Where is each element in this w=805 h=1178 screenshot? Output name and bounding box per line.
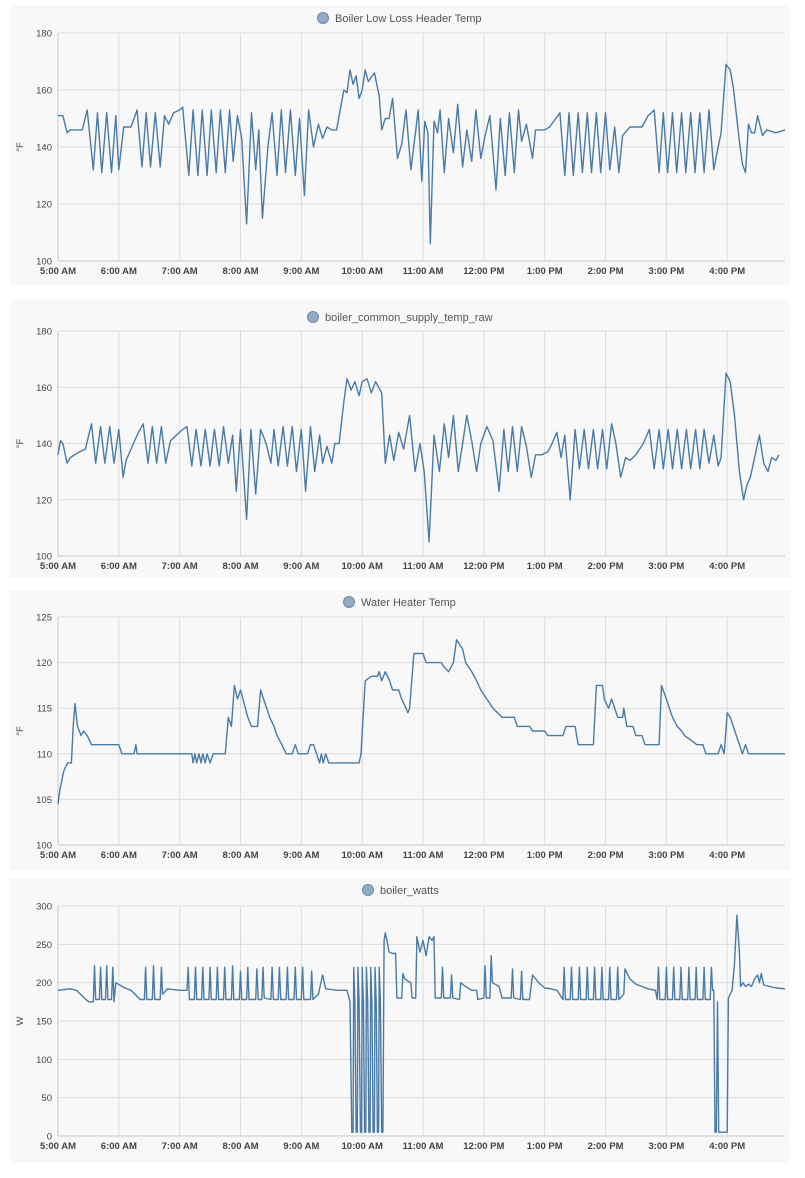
- y-axis-label: °F: [15, 142, 26, 152]
- y-tick-label: 250: [36, 940, 52, 951]
- x-tick-label: 12:00 PM: [463, 266, 504, 277]
- chart-panel-header-temp: Boiler Low Loss Header Temp 100 120 140 160…: [10, 5, 790, 285]
- series-line[interactable]: [57, 372, 780, 543]
- series-line[interactable]: [58, 63, 786, 245]
- x-tick-label: 9:00 AM: [283, 266, 319, 277]
- x-tick-label: 7:00 AM: [162, 850, 198, 861]
- chart-grid: [57, 616, 785, 846]
- chart-svg: boiler_common_supply_temp_raw 100 120 140 1…: [15, 311, 785, 572]
- chart-svg: Boiler Low Loss Header Temp 100 120 140 160…: [15, 12, 786, 277]
- x-tick-label: 6:00 AM: [101, 850, 137, 861]
- x-tick-label: 12:00 PM: [463, 850, 504, 861]
- x-tick-label: 11:00 AM: [403, 266, 444, 277]
- x-tick-label: 3:00 PM: [648, 266, 684, 277]
- x-tick-label: 8:00 AM: [222, 850, 258, 861]
- y-tick-label: 100: [36, 552, 52, 563]
- y-tick-label: 50: [41, 1093, 52, 1104]
- x-tick-label: 9:00 AM: [283, 850, 319, 861]
- legend-marker[interactable]: [317, 12, 329, 24]
- y-tick-label: 125: [36, 613, 52, 624]
- x-tick-label: 3:00 PM: [648, 561, 684, 572]
- legend-label[interactable]: boiler_watts: [380, 885, 439, 897]
- x-tick-label: 12:00 PM: [463, 561, 504, 572]
- chart-svg: Water Heater Temp 100 105 110 115 120 125 5:00…: [15, 596, 785, 861]
- x-tick-label: 10:00 AM: [342, 561, 383, 572]
- x-tick-label: 5:00 AM: [40, 561, 76, 572]
- x-tick-label: 1:00 PM: [527, 266, 563, 277]
- x-tick-label: 7:00 AM: [162, 1141, 198, 1152]
- chart-panel-common-supply: boiler_common_supply_temp_raw 100 120 140 1…: [10, 300, 790, 578]
- legend-marker[interactable]: [343, 596, 355, 608]
- y-tick-label: 100: [36, 1055, 52, 1066]
- x-tick-label: 9:00 AM: [283, 1141, 319, 1152]
- chart-grid: [57, 905, 785, 1137]
- x-tick-label: 8:00 AM: [222, 561, 258, 572]
- x-tick-label: 9:00 AM: [283, 561, 319, 572]
- chart-panel-boiler-watts: boiler_watts 0 50 100 150 200 250 300 5:00 AM 6:…: [10, 878, 790, 1163]
- y-tick-label: 140: [36, 439, 52, 450]
- y-tick-label: 200: [36, 978, 52, 989]
- x-tick-label: 5:00 AM: [40, 1141, 76, 1152]
- x-tick-label: 3:00 PM: [648, 1141, 684, 1152]
- legend-marker[interactable]: [362, 884, 374, 896]
- x-tick-label: 4:00 PM: [709, 850, 745, 861]
- y-tick-label: 100: [36, 841, 52, 852]
- x-tick-label: 6:00 AM: [101, 1141, 137, 1152]
- y-tick-label: 110: [37, 749, 52, 760]
- x-tick-label: 8:00 AM: [222, 1141, 258, 1152]
- x-tick-label: 1:00 PM: [527, 561, 563, 572]
- x-tick-label: 1:00 PM: [527, 1141, 563, 1152]
- y-tick-label: 300: [36, 902, 52, 913]
- x-tick-label: 8:00 AM: [222, 266, 258, 277]
- legend-label[interactable]: Boiler Low Loss Header Temp: [335, 13, 482, 25]
- y-tick-label: 140: [36, 143, 52, 154]
- y-axis-label: °F: [15, 439, 26, 449]
- y-tick-label: 180: [36, 327, 52, 338]
- y-tick-label: 120: [36, 495, 52, 506]
- chart-grid: [57, 32, 785, 262]
- x-tick-label: 1:00 PM: [527, 850, 563, 861]
- legend-label[interactable]: Water Heater Temp: [361, 597, 456, 609]
- y-tick-label: 100: [36, 257, 52, 268]
- x-tick-label: 2:00 PM: [588, 850, 624, 861]
- x-tick-label: 10:00 AM: [342, 266, 383, 277]
- chart-grid: [57, 330, 785, 557]
- x-tick-label: 11:00 AM: [403, 850, 444, 861]
- x-tick-label: 2:00 PM: [588, 561, 624, 572]
- chart-panel-water-heater: Water Heater Temp 100 105 110 115 120 125 5:00…: [10, 590, 790, 870]
- x-tick-label: 5:00 AM: [40, 850, 76, 861]
- y-tick-label: 0: [47, 1132, 52, 1143]
- x-tick-label: 7:00 AM: [162, 561, 198, 572]
- x-tick-label: 11:00 AM: [403, 561, 444, 572]
- x-tick-label: 6:00 AM: [101, 266, 137, 277]
- y-tick-label: 160: [36, 86, 52, 97]
- legend-marker[interactable]: [307, 311, 319, 323]
- y-axis-label: W: [15, 1016, 26, 1025]
- x-tick-label: 2:00 PM: [588, 1141, 624, 1152]
- y-tick-label: 120: [36, 200, 52, 211]
- x-tick-label: 12:00 PM: [463, 1141, 504, 1152]
- x-tick-label: 11:00 AM: [403, 1141, 444, 1152]
- y-tick-label: 180: [36, 29, 52, 40]
- y-tick-label: 160: [36, 383, 52, 394]
- series-line[interactable]: [57, 914, 786, 1133]
- y-tick-label: 115: [37, 704, 52, 715]
- x-tick-label: 2:00 PM: [588, 266, 624, 277]
- x-tick-label: 10:00 AM: [342, 850, 383, 861]
- x-tick-label: 5:00 AM: [40, 266, 76, 277]
- series-line[interactable]: [57, 639, 785, 805]
- y-axis-label: °F: [15, 726, 26, 736]
- y-tick-label: 120: [36, 658, 52, 669]
- y-tick-label: 105: [36, 795, 52, 806]
- x-tick-label: 6:00 AM: [101, 561, 137, 572]
- chart-svg: boiler_watts 0 50 100 150 200 250 300 5:00 AM 6:…: [15, 884, 786, 1152]
- x-tick-label: 4:00 PM: [709, 1141, 745, 1152]
- y-tick-label: 150: [36, 1017, 52, 1028]
- x-tick-label: 3:00 PM: [648, 850, 684, 861]
- x-tick-label: 4:00 PM: [709, 266, 745, 277]
- legend-label[interactable]: boiler_common_supply_temp_raw: [325, 312, 493, 324]
- x-tick-label: 7:00 AM: [162, 266, 198, 277]
- x-tick-label: 10:00 AM: [342, 1141, 383, 1152]
- x-tick-label: 4:00 PM: [709, 561, 745, 572]
